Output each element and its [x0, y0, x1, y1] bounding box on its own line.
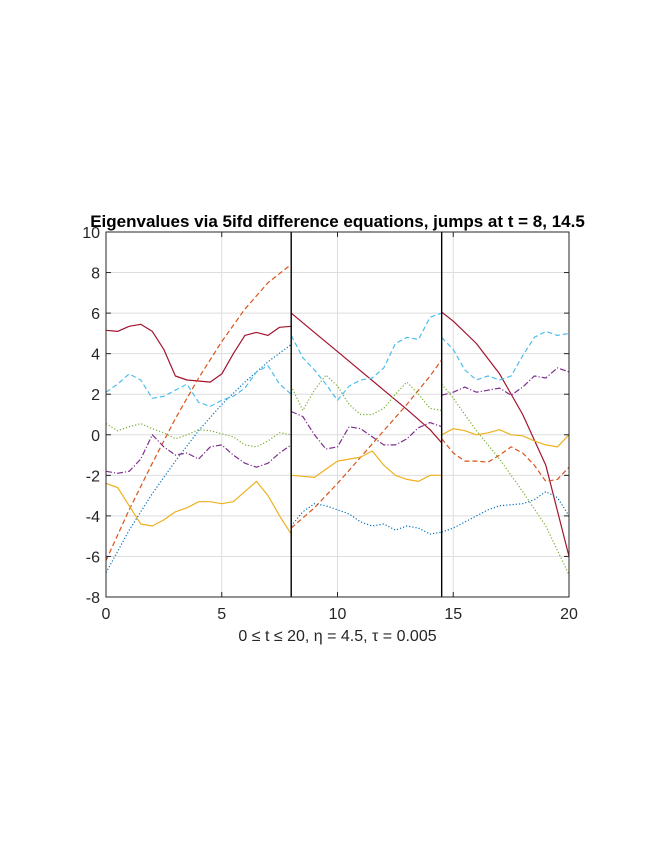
series-line-7 [441, 428, 570, 448]
y-tick-label: 0 [91, 428, 100, 445]
series-line-7 [291, 450, 442, 482]
series-line-6 [105, 434, 292, 474]
series-line-1 [105, 323, 292, 383]
x-tick-label: 15 [444, 606, 462, 623]
series-line-6 [441, 367, 570, 396]
y-tick-label: -2 [86, 468, 100, 485]
y-tick-label: 6 [91, 306, 100, 323]
x-tick-label: 0 [102, 606, 111, 623]
series-layer [105, 263, 570, 575]
y-tick-label: 10 [82, 225, 100, 242]
x-tick-label: 10 [329, 606, 347, 623]
series-line-1 [290, 312, 443, 444]
x-tick-label: 20 [560, 606, 578, 623]
series-line-4 [441, 330, 570, 381]
y-tick-label: 2 [91, 387, 100, 404]
series-line-2 [105, 263, 292, 561]
x-axis-label: 0 ≤ t ≤ 20, η = 4.5, τ = 0.005 [238, 628, 436, 645]
y-tick-label: -4 [86, 509, 100, 526]
series-line-1 [441, 311, 570, 557]
series-line-3 [105, 344, 292, 573]
series-line-5 [105, 423, 292, 448]
y-tick-label: 8 [91, 266, 100, 283]
series-line-2 [441, 438, 570, 482]
series-line-3 [441, 491, 570, 533]
series-line-6 [290, 410, 442, 450]
y-axis-ticks: -8 -6 -4 -2 0 2 4 6 8 10 [82, 225, 569, 607]
x-axis-ticks: 0 5 10 15 20 [102, 232, 578, 623]
series-line-4 [290, 312, 442, 401]
series-line-2 [290, 359, 443, 529]
series-line-5 [290, 374, 442, 416]
x-tick-label: 5 [217, 606, 226, 623]
y-tick-label: 4 [91, 347, 100, 364]
y-tick-label: -6 [86, 549, 100, 566]
chart-title: Eigenvalues via 5ifd difference equation… [90, 212, 585, 231]
jump-lines [290, 232, 443, 597]
series-line-5 [441, 383, 570, 575]
series-line-3 [290, 503, 442, 535]
series-line-4 [105, 365, 292, 407]
series-line-7 [105, 480, 292, 535]
y-tick-label: -8 [86, 590, 100, 607]
